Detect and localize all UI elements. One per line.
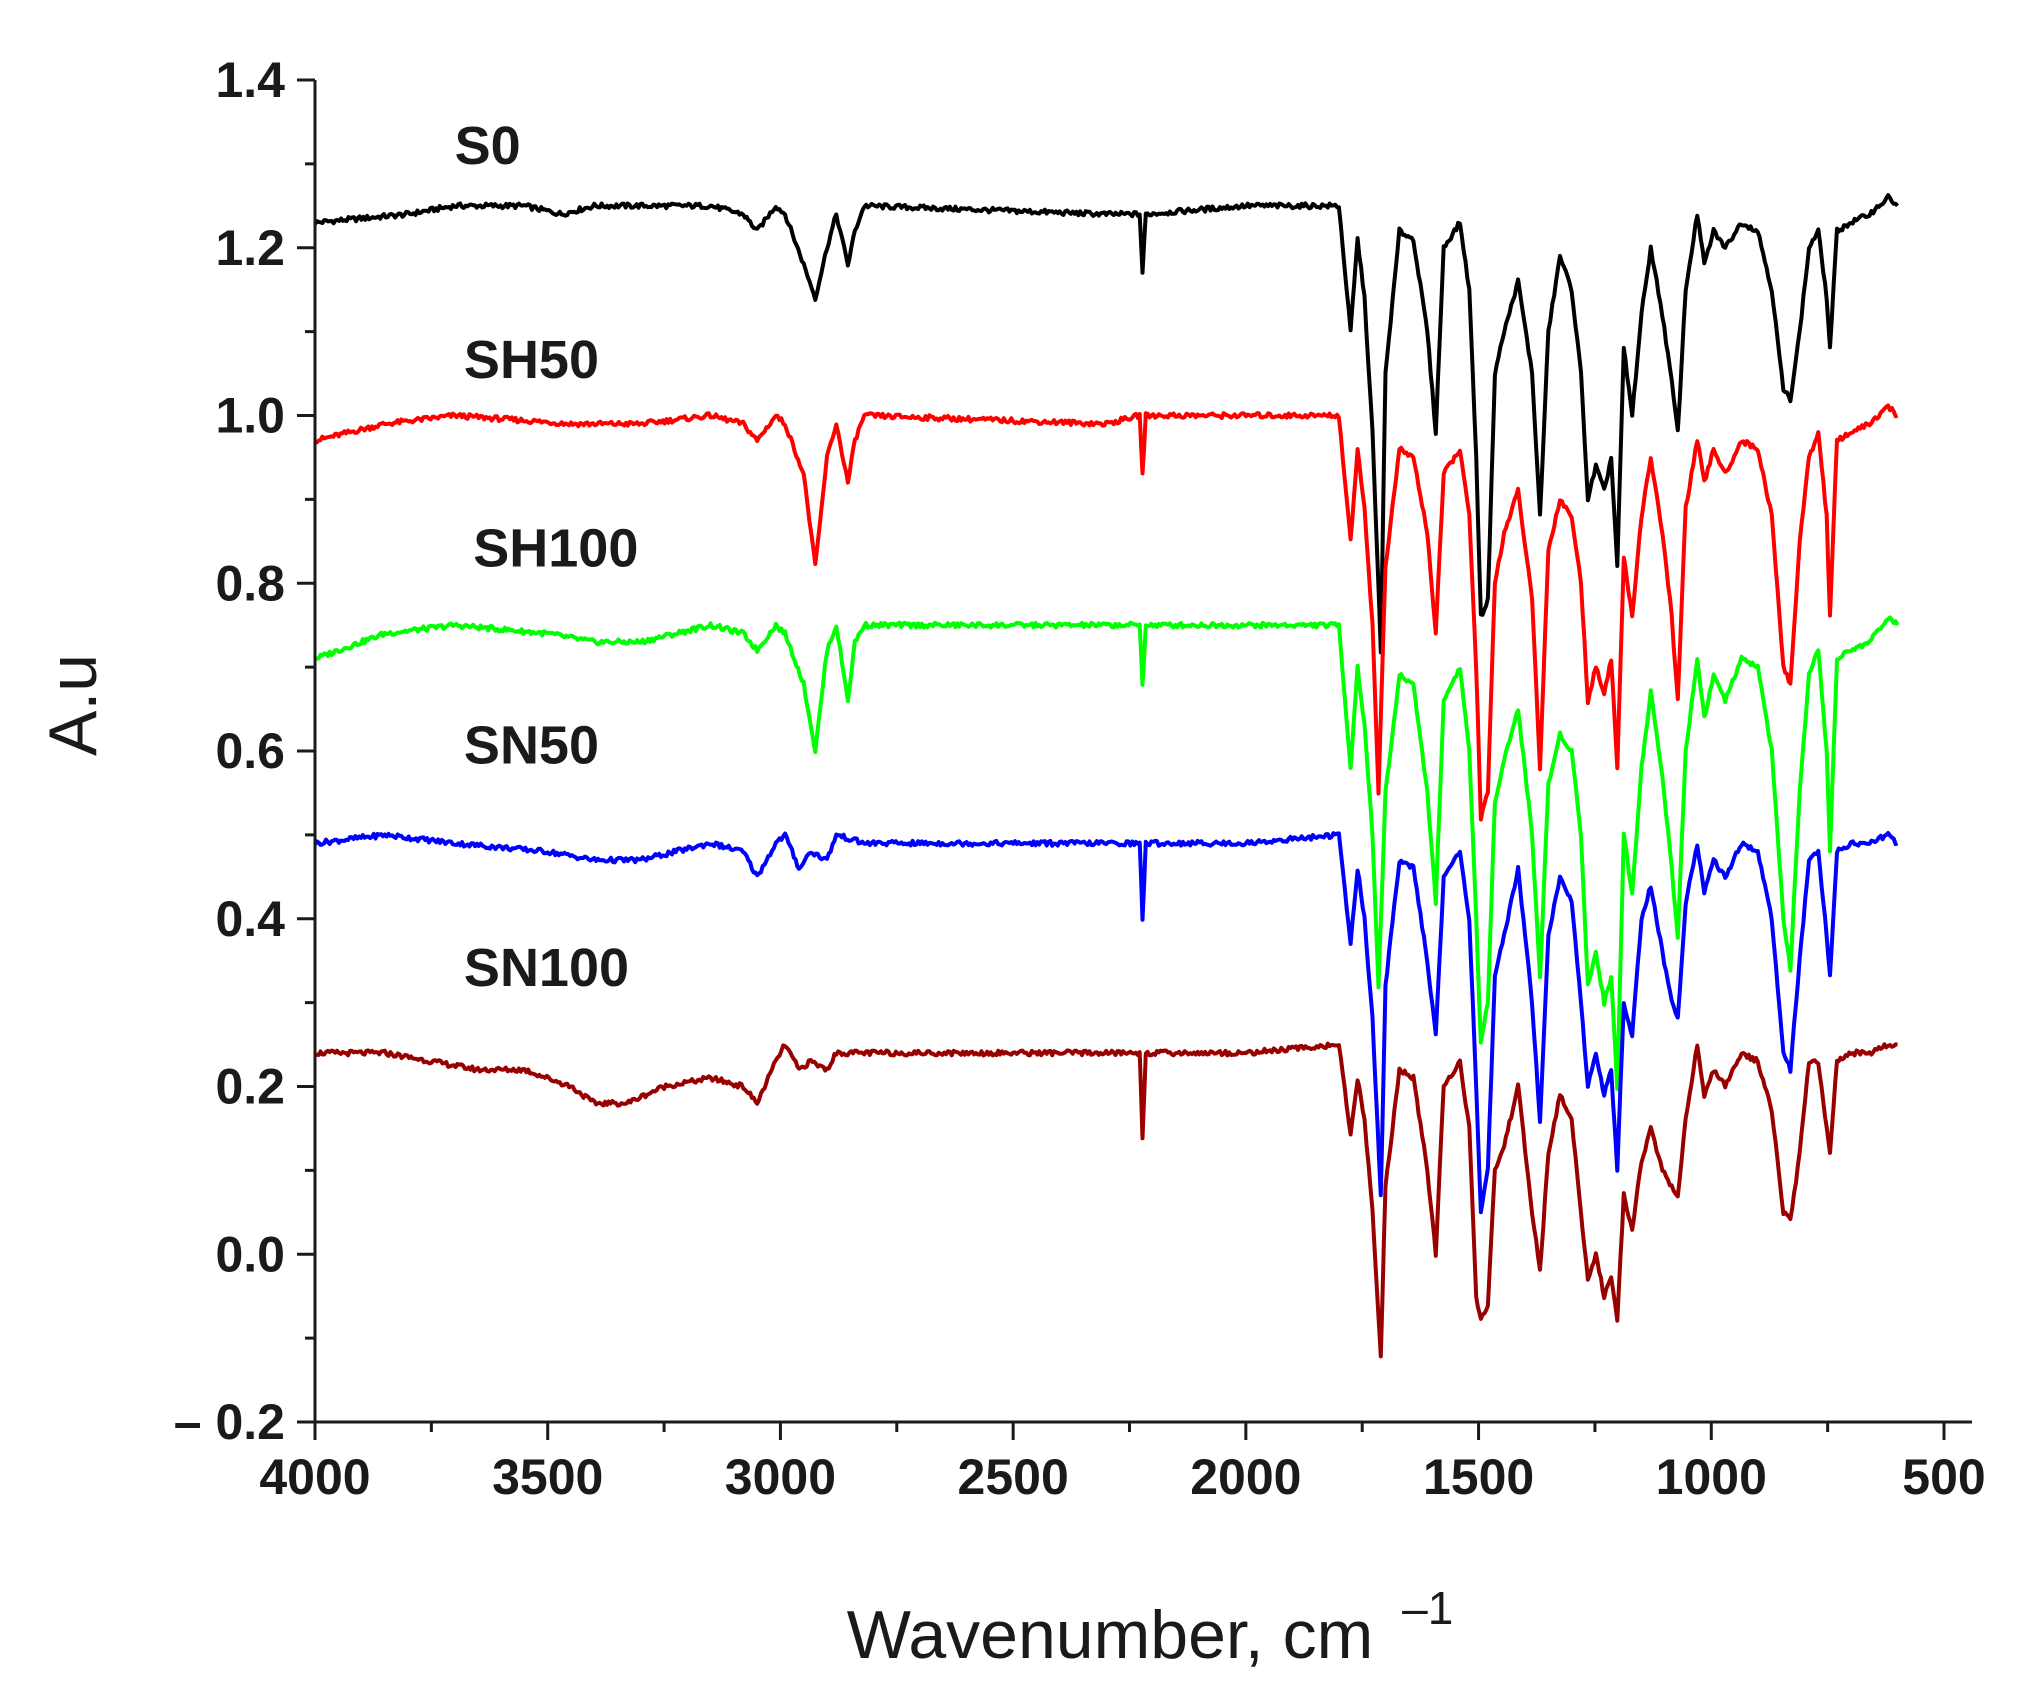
x-tick-label: 3500 <box>492 1449 603 1505</box>
series-label-sn100: SN100 <box>464 938 629 998</box>
x-axis-title-text: Wavenumber, cm <box>847 1597 1374 1673</box>
y-tick-label: – 0.2 <box>174 1394 285 1450</box>
series-label-sh50: SH50 <box>464 330 599 390</box>
series-line-sn100 <box>314 1041 1898 1359</box>
series-line-sh50 <box>314 403 1899 822</box>
series-label-sn50: SN50 <box>464 716 599 776</box>
series-label-s0: S0 <box>455 116 521 176</box>
plot-series <box>313 193 1900 1359</box>
series-labels: S0 SH50 SH100 SN50 SN100 <box>455 116 639 998</box>
x-tick-label: 1500 <box>1423 1449 1534 1505</box>
x-axis-title-superscript: –1 <box>1402 1582 1453 1634</box>
x-tick-label: 1000 <box>1656 1449 1767 1505</box>
y-tick-label: 1.2 <box>215 220 285 276</box>
x-tick-label: 4000 <box>259 1449 370 1505</box>
y-tick-label: 0.8 <box>215 555 285 611</box>
y-tick-label: 0.2 <box>215 1059 285 1115</box>
x-tick-label: 2500 <box>958 1449 1069 1505</box>
y-tick-label: 1.4 <box>215 52 285 108</box>
y-axis-title: A.u <box>35 654 111 756</box>
y-tick-label: 0.0 <box>215 1226 285 1282</box>
series-line-s0 <box>313 193 1899 655</box>
x-tick-label: 2000 <box>1190 1449 1301 1505</box>
y-tick-label: 0.6 <box>215 723 285 779</box>
y-tick-label: 0.4 <box>215 891 285 947</box>
x-axis-title: Wavenumber, cm –1 <box>847 1582 1454 1673</box>
x-tick-label: 3000 <box>725 1449 836 1505</box>
ticks: 4000 3500 3000 2500 2000 1500 1000 500 – 0.2 0.0 0… <box>174 52 1986 1505</box>
series-label-sh100: SH100 <box>473 518 638 578</box>
series-line-sh100 <box>313 615 1900 1091</box>
y-tick-label: 1.0 <box>215 388 285 444</box>
series-line-sn50 <box>313 831 1899 1215</box>
x-tick-label: 500 <box>1902 1449 1985 1505</box>
